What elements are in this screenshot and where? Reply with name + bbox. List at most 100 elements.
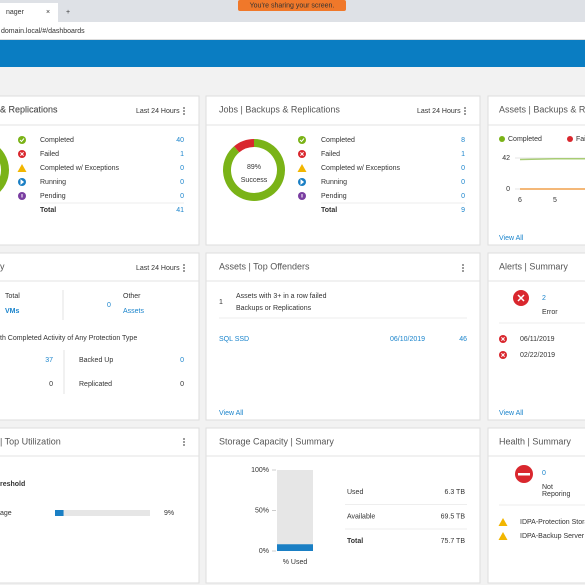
status-glyph <box>501 353 505 357</box>
storage-value: 6.3 TB <box>445 489 466 496</box>
status-label: Running <box>40 179 66 186</box>
status-glyph <box>501 337 505 341</box>
menu-dots[interactable] <box>183 113 185 115</box>
status-value[interactable]: 1 <box>461 151 465 158</box>
view-all-link[interactable]: View All <box>499 235 524 242</box>
status-value[interactable]: 40 <box>176 137 184 144</box>
status-glyph <box>300 152 304 156</box>
status-value[interactable]: 0 <box>180 193 184 200</box>
alert-count: 2 <box>542 295 546 302</box>
status-value[interactable]: 1 <box>180 151 184 158</box>
progress-track <box>55 510 150 516</box>
status-icon <box>498 532 508 540</box>
menu-dots[interactable] <box>183 267 185 269</box>
total-value: 41 <box>176 207 184 214</box>
panel-title: Storage Capacity | Summary <box>219 436 334 446</box>
status-glyph <box>20 152 24 156</box>
row-label: Replicated <box>79 381 112 388</box>
status-label: Completed w/ Exceptions <box>40 165 119 172</box>
panel <box>0 95 200 246</box>
storage-label: Used <box>347 489 363 496</box>
util-label: age <box>0 510 12 517</box>
alert-date: 06/11/2019 <box>520 336 555 343</box>
bar-label: % Used <box>283 559 308 566</box>
tab[interactable] <box>0 3 58 22</box>
status-icon <box>18 136 26 144</box>
sharing-banner <box>238 0 346 11</box>
asset-date: 06/10/2019 <box>390 336 425 343</box>
view-all-link[interactable]: View All <box>219 410 244 417</box>
period-filter[interactable]: Last 24 Hours <box>136 108 180 115</box>
status-value[interactable]: 8 <box>461 137 465 144</box>
status-icon <box>17 164 27 172</box>
y-tick-label: 50% <box>255 507 269 514</box>
status-glyph <box>299 138 305 143</box>
menu-dots[interactable] <box>464 107 466 109</box>
error-glyph <box>517 294 525 302</box>
status-icon <box>498 518 508 526</box>
status-label: Failed <box>40 151 59 158</box>
menu-dots[interactable] <box>183 264 185 266</box>
status-glyph <box>19 138 25 143</box>
storage-value: 69.5 TB <box>441 513 466 520</box>
donut-segment <box>223 139 285 201</box>
not-reporting-glyph <box>518 473 530 476</box>
legend-label: Completed <box>508 136 542 143</box>
x-tick-label: 6 <box>518 197 522 204</box>
status-label: Completed w/ Exceptions <box>321 165 400 172</box>
menu-dots[interactable] <box>462 267 464 269</box>
donut-value: 89% <box>247 164 261 171</box>
storage-label: Available <box>347 513 375 520</box>
menu-dots[interactable] <box>183 441 185 443</box>
legend-label: Faile <box>576 136 585 143</box>
status-value[interactable]: 0 <box>180 179 184 186</box>
sharing-banner-text: You're sharing your screen. <box>250 2 335 9</box>
app-header <box>0 40 585 67</box>
url: domain.local/#/dashboards <box>1 28 85 35</box>
row-label: Backed Up <box>79 357 113 364</box>
status-label: Completed <box>321 137 355 144</box>
status-label: Running <box>321 179 347 186</box>
status-value[interactable]: 0 <box>461 179 465 186</box>
storage-label: Total <box>347 538 363 545</box>
capacity-bar-bg <box>277 470 313 551</box>
menu-dots[interactable] <box>183 110 185 112</box>
status-label: Completed <box>40 137 74 144</box>
status-label: Pending <box>321 193 347 200</box>
other-count: 0 <box>107 302 111 309</box>
view-all-link[interactable]: View All <box>499 410 524 417</box>
menu-dots[interactable] <box>462 264 464 266</box>
menu-dots[interactable] <box>462 270 464 272</box>
panel-title: Assets | Top Offenders <box>219 261 310 271</box>
panel-title: Jobs | Backups & Replications <box>219 104 340 114</box>
status-value[interactable]: 0 <box>180 165 184 172</box>
period-filter[interactable]: Last 24 Hours <box>136 265 180 272</box>
row-value: 0 <box>180 381 184 388</box>
health-item: IDPA-Protection Storag <box>520 519 585 526</box>
x-tick-label: 5 <box>553 197 557 204</box>
panel <box>0 427 200 584</box>
tab-close[interactable]: × <box>46 9 50 16</box>
status-value[interactable]: 0 <box>461 165 465 172</box>
panel <box>205 95 481 246</box>
panel-title: | Top Utilization <box>0 436 61 446</box>
status-value[interactable]: 0 <box>461 193 465 200</box>
activity-title: th Completed Activity of Any Protection … <box>0 335 137 342</box>
menu-dots[interactable] <box>183 438 185 440</box>
menu-dots[interactable] <box>183 270 185 272</box>
period-filter[interactable]: Last 24 Hours <box>417 108 461 115</box>
asset-name[interactable]: SQL SSD <box>219 336 249 343</box>
left-value: 37 <box>45 357 53 364</box>
panel-title: Assets | Backups & Repl <box>499 104 585 114</box>
new-tab[interactable]: + <box>66 9 70 16</box>
menu-dots[interactable] <box>464 113 466 115</box>
menu-dots[interactable] <box>464 110 466 112</box>
menu-dots[interactable] <box>183 107 185 109</box>
address-bar[interactable] <box>0 22 585 40</box>
left-value: 0 <box>49 381 53 388</box>
panel-title: y <box>0 261 5 271</box>
menu-dots[interactable] <box>183 444 185 446</box>
donut-caption: Success <box>241 177 268 184</box>
